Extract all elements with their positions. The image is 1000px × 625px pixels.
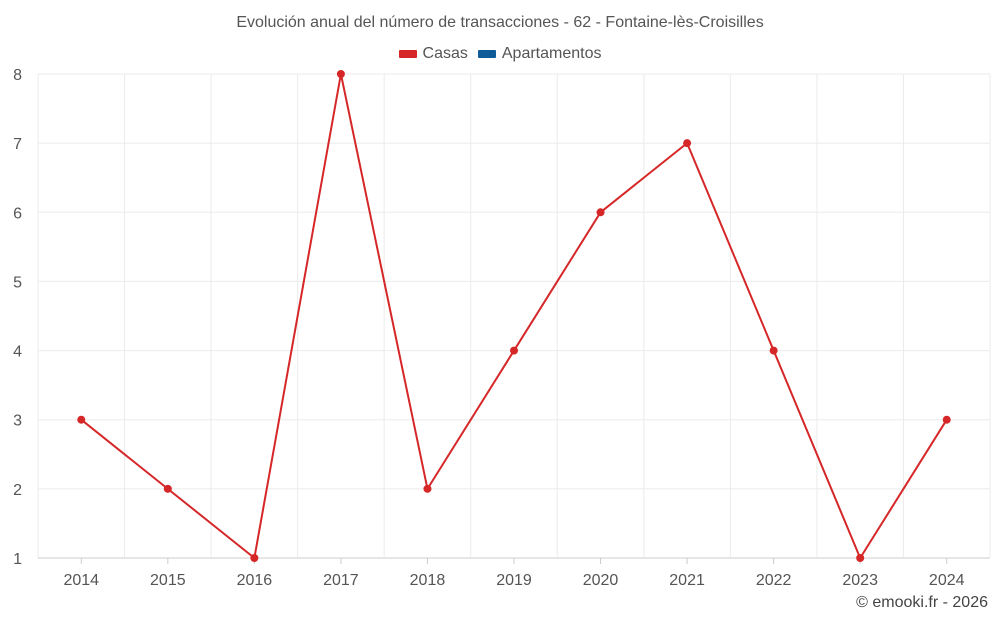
y-tick-label: 7	[13, 136, 22, 153]
x-tick-label: 2014	[63, 572, 99, 589]
y-tick-label: 3	[13, 413, 22, 430]
x-tick-label: 2016	[237, 572, 273, 589]
legend-swatch-casas	[398, 50, 417, 58]
data-point-casas[interactable]	[423, 484, 432, 493]
data-point-casas[interactable]	[769, 346, 778, 355]
axes: 1 2 3 4 5 6 7 8 2014 2015 2016 2017 2018 2019 2020 2021…	[13, 67, 965, 589]
x-tick-label: 2023	[842, 572, 878, 589]
data-point-casas[interactable]	[683, 139, 692, 148]
y-tick-label: 5	[13, 274, 22, 291]
data-point-casas[interactable]	[510, 346, 518, 355]
y-tick-label: 4	[13, 344, 22, 361]
y-tick-label: 8	[13, 67, 22, 84]
data-point-casas[interactable]	[856, 554, 865, 562]
x-tick-label: 2018	[410, 572, 446, 589]
legend-item-casas[interactable]: Casas	[398, 45, 468, 63]
legend: Casas Apartamentos	[0, 45, 1000, 63]
legend-swatch-apartamentos	[477, 50, 496, 58]
grid	[37, 73, 991, 559]
y-tick-label: 6	[13, 205, 22, 222]
x-tick-label: 2020	[583, 572, 619, 589]
x-tick-label: 2015	[150, 572, 186, 589]
series-layer	[77, 70, 951, 562]
data-point-casas[interactable]	[250, 554, 259, 562]
x-tick-label: 2019	[496, 572, 532, 589]
data-point-casas[interactable]	[336, 70, 345, 78]
data-point-casas[interactable]	[942, 415, 951, 424]
legend-label-casas: Casas	[422, 45, 468, 62]
x-tick-label: 2022	[756, 572, 792, 589]
x-tick-label: 2024	[929, 572, 965, 589]
x-tick-label: 2017	[323, 572, 359, 589]
legend-item-apartamentos[interactable]: Apartamentos	[477, 45, 602, 63]
data-point-casas[interactable]	[77, 415, 86, 424]
credit-text: © emooki.fr - 2026	[856, 594, 988, 611]
y-tick-label: 1	[13, 551, 22, 568]
legend-label-apartamentos: Apartamentos	[501, 45, 602, 62]
data-point-casas[interactable]	[163, 484, 172, 493]
y-tick-label: 2	[13, 482, 22, 499]
chart-title: Evolución anual del número de transaccio…	[236, 14, 764, 31]
data-point-casas[interactable]	[596, 208, 605, 217]
x-tick-label: 2021	[669, 572, 705, 589]
